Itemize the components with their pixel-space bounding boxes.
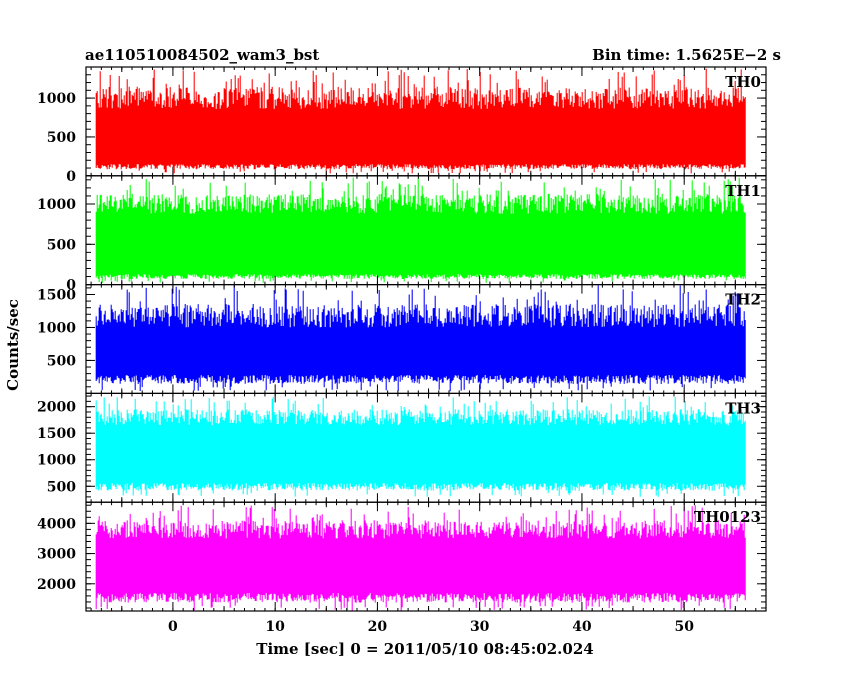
y-tick-label: 4000 bbox=[37, 516, 76, 532]
bin-time-label: Bin time: 1.5625E−2 s bbox=[592, 46, 781, 64]
y-tick-label: 500 bbox=[47, 130, 76, 146]
panel-label-th1: TH1 bbox=[725, 182, 761, 200]
x-tick-label: 40 bbox=[572, 619, 592, 635]
figure-title: ae110510084502_wam3_bst bbox=[85, 46, 319, 64]
x-axis-label: Time [sec] 0 = 2011/05/10 08:45:02.024 bbox=[256, 640, 593, 658]
y-tick-label: 1500 bbox=[37, 287, 76, 303]
y-tick-label: 1500 bbox=[37, 426, 76, 442]
y-axis-label: Counts/sec bbox=[4, 299, 22, 391]
panel-label-th3: TH3 bbox=[725, 399, 761, 417]
panel-label-th0123: TH0123 bbox=[694, 508, 761, 526]
x-tick-label: 20 bbox=[368, 619, 388, 635]
y-tick-label: 1000 bbox=[37, 320, 76, 336]
y-tick-label: 1000 bbox=[37, 91, 76, 107]
y-tick-label: 500 bbox=[47, 237, 76, 253]
panel-label-th0: TH0 bbox=[725, 73, 761, 91]
x-tick-label: 30 bbox=[470, 619, 490, 635]
y-tick-label: 1000 bbox=[37, 453, 76, 469]
series-trace-th2 bbox=[95, 285, 746, 392]
series-trace-th3 bbox=[95, 396, 746, 497]
panel-frame bbox=[85, 501, 767, 612]
y-tick-label: 500 bbox=[47, 353, 76, 369]
y-tick-label: 0 bbox=[66, 169, 76, 185]
x-tick-label: 0 bbox=[168, 619, 178, 635]
series-trace-th0 bbox=[95, 68, 746, 174]
y-tick-label: 3000 bbox=[37, 547, 76, 563]
y-tick-label: 1000 bbox=[37, 197, 76, 213]
series-trace-th1 bbox=[95, 177, 746, 283]
series-trace-th0123 bbox=[95, 505, 746, 611]
x-tick-label: 10 bbox=[265, 619, 285, 635]
panel-label-th2: TH2 bbox=[725, 291, 761, 309]
y-tick-label: 0 bbox=[66, 278, 76, 294]
y-tick-label: 2000 bbox=[37, 400, 76, 416]
y-tick-label: 500 bbox=[47, 479, 76, 495]
x-tick-label: 50 bbox=[674, 619, 694, 635]
y-tick-label: 2000 bbox=[37, 577, 76, 593]
